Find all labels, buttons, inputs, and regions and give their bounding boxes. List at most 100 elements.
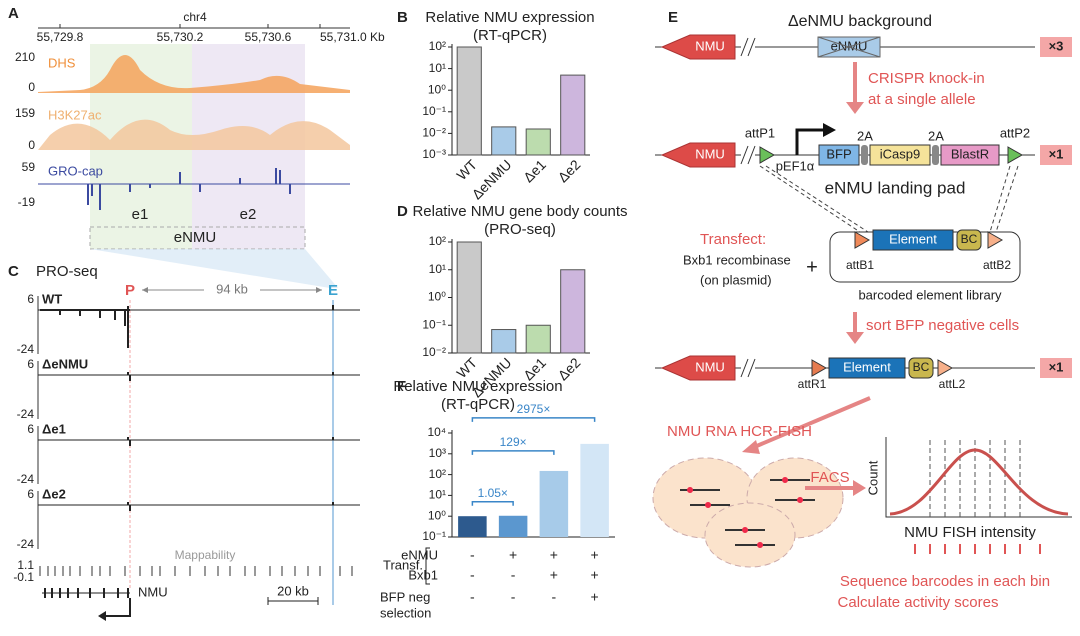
track-min: -24	[17, 537, 35, 551]
cell	[704, 502, 796, 568]
step-arrowhead	[846, 102, 864, 114]
att-site	[937, 359, 954, 377]
step-arrowhead	[853, 480, 866, 496]
part-box	[869, 144, 931, 166]
y-tick-label: 10²	[429, 39, 446, 53]
y-tick-label: 10²	[429, 467, 446, 481]
break-marks	[740, 145, 756, 165]
construct-label: eNMU landing pad	[825, 178, 966, 197]
condition-name: eNMU	[401, 547, 438, 562]
panel-e: E ΔeNMU background NMU eNMU ×3 CRISPR kn…	[652, 9, 1072, 611]
break	[741, 38, 755, 56]
condition-mark: +	[591, 567, 599, 583]
track-name: GRO-cap	[48, 163, 103, 178]
transfect-line: (on plasmid)	[700, 272, 772, 287]
transfect-line: Bxb1 recombinase	[683, 252, 791, 267]
track-signal	[127, 502, 334, 511]
plus: +	[806, 256, 818, 278]
promoter-arrowhead	[823, 123, 836, 137]
step-arrow	[751, 396, 871, 450]
att-site	[1007, 146, 1024, 164]
att-label: attL2	[939, 377, 966, 391]
linker	[861, 145, 868, 165]
bar	[456, 241, 482, 354]
panel-title: PRO-seq	[36, 263, 98, 280]
chrom-label: chr4	[183, 10, 207, 24]
track-max: 6	[27, 422, 34, 436]
step-label: at a single allele	[868, 91, 976, 108]
att-site	[759, 146, 776, 164]
linker	[932, 145, 939, 165]
track-min: -0.1	[13, 570, 34, 584]
y-tick-label: 10⁰	[428, 508, 446, 522]
bracket	[471, 450, 555, 455]
chart-title: Relative NMU expression	[393, 378, 562, 395]
scale-label: 20 kb	[277, 583, 309, 598]
element-box	[872, 229, 954, 251]
att-label: attP2	[1000, 125, 1030, 140]
condition-label: Transf.	[383, 557, 423, 572]
panel-letter: A	[8, 5, 19, 22]
bar	[525, 128, 551, 156]
copies-box	[1040, 37, 1072, 57]
track-min: -19	[18, 195, 36, 209]
track-min: -24	[17, 342, 35, 356]
condition-mark: +	[591, 589, 599, 605]
condition-name: Bxb1	[408, 567, 438, 582]
part-label: iCasp9	[880, 146, 920, 161]
y-tick-label: 10⁻²	[422, 126, 446, 140]
track-name: Δe2	[42, 486, 66, 501]
bar	[539, 470, 569, 537]
row-title: ΔeNMU background	[788, 13, 932, 30]
panel-letter: C	[8, 263, 19, 280]
facs-label: FACS	[810, 469, 849, 486]
att-label: attR1	[798, 377, 827, 391]
step-arrowhead	[846, 332, 864, 344]
condition-mark: -	[470, 567, 475, 583]
axis-label: 55,730.2	[157, 30, 204, 44]
y-tick-label: 10⁻¹	[422, 317, 446, 331]
copies: ×1	[1049, 146, 1064, 161]
condition-bracket	[425, 547, 430, 585]
library-label: barcoded element library	[858, 287, 1002, 302]
track-max: 210	[15, 50, 35, 64]
x-tick-label: Δe2	[555, 156, 584, 185]
track-min: -24	[17, 407, 35, 421]
hist-x-label: NMU FISH intensity	[904, 524, 1036, 541]
condition-mark: -	[470, 589, 475, 605]
bracket	[471, 501, 514, 506]
y-tick-label: 10⁰	[428, 82, 446, 96]
track-name: Δe1	[42, 421, 66, 436]
track-max: 6	[27, 487, 34, 501]
y-tick-label: 10¹	[429, 61, 446, 75]
condition-mark: +	[509, 547, 517, 563]
part-label: BFP	[826, 146, 851, 161]
axis-label: 55,729.8	[37, 30, 84, 44]
copies: ×3	[1049, 38, 1064, 53]
output-label: Calculate activity scores	[838, 594, 999, 611]
bar	[456, 46, 482, 156]
y-tick-label: 10⁻²	[422, 345, 446, 359]
condition-mark: -	[511, 567, 516, 583]
y-tick-label: 10⁰	[428, 290, 446, 304]
promoter-label: pEF1α	[776, 158, 815, 173]
copies-box	[1040, 145, 1072, 165]
att-site	[987, 231, 1004, 249]
track-max: 159	[15, 106, 35, 120]
linker-label: 2A	[928, 128, 944, 143]
y-tick-label: 10⁴	[427, 425, 446, 439]
gene-label: NMU	[695, 38, 725, 53]
gene-arrow	[660, 142, 736, 168]
axis-label: 55,731.0 Kb	[320, 30, 385, 44]
tss-arrow	[102, 598, 131, 617]
region-label: e2	[240, 206, 257, 223]
track-signal	[127, 437, 334, 446]
exons	[44, 588, 129, 598]
part-label: BlastR	[951, 146, 989, 161]
att-site	[811, 359, 828, 377]
zoom-connector	[90, 249, 338, 288]
chart-subtitle: (RT-qPCR)	[473, 27, 547, 44]
track-signal	[127, 372, 334, 381]
track-name: H3K27ac	[48, 107, 102, 122]
